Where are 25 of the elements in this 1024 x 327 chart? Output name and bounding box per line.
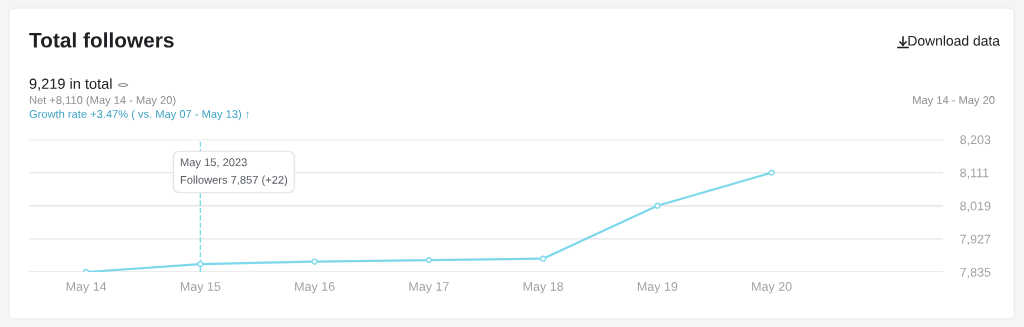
point [425,256,433,264]
x-tick-label: May 17 [409,282,449,294]
x-tick-label: May 16 [295,282,335,294]
x-tick-label: May 19 [637,282,678,294]
chart-title: Total followers [29,32,174,48]
text: Download data [908,35,1001,46]
y-tick-label: 8,019 [960,201,991,212]
x-tick-label: May 20 [752,282,792,294]
point [197,260,204,268]
y-tick-label: 8,111 [960,168,989,179]
text: Growth rate +3.47% ( vs. May 07 - May 13) ↑ [29,109,249,121]
x-tick-label: May 14 [66,282,107,294]
y-tick-label: 7,927 [960,234,991,245]
text: May 14 - May 20 [913,96,995,107]
point [539,255,547,262]
text: Net +8,110 (May 14 - May 20) [29,95,176,107]
chart-subtitle: 9,219 in total [29,78,112,91]
y-tick-label: 7,835 [960,267,991,279]
x-tick-label: May 15 [180,282,221,294]
point [654,202,661,209]
y-tick-label: 8,203 [960,135,991,146]
x-tick-label: May 18 [523,282,564,294]
point [768,169,775,176]
annotation: May 15, 2023 Followers 7,857 (+22) [180,158,288,186]
point [311,258,318,265]
